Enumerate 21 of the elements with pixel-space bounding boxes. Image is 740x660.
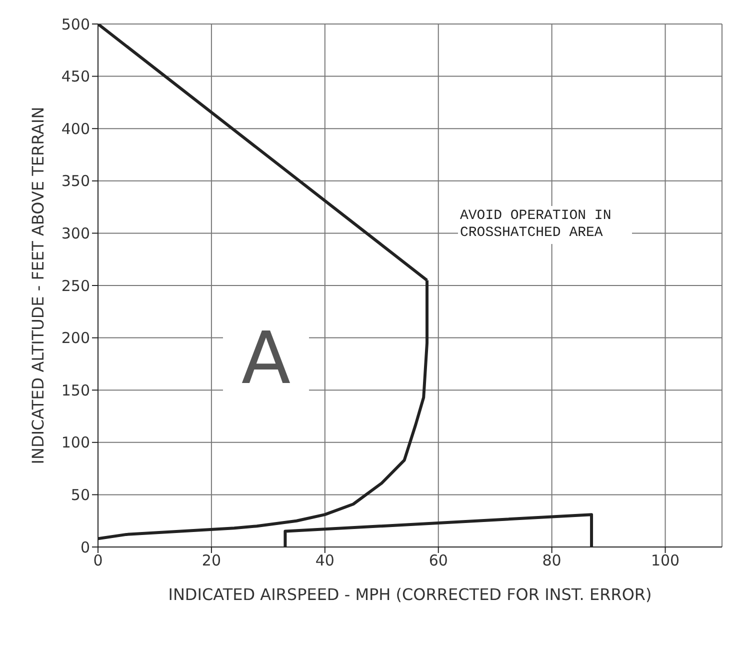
x-axis-title: INDICATED AIRSPEED - MPH (CORRECTED FOR INST. ERROR) <box>168 585 652 604</box>
x-tick-label: 100 <box>650 552 680 570</box>
annotation: AVOID OPERATION IN CROSSHATCHED AREA <box>458 206 632 244</box>
annotation: A <box>223 313 309 400</box>
y-tick-label: 300 <box>61 224 90 243</box>
x-tick-label: 40 <box>315 552 334 570</box>
y-tick-label: 400 <box>61 120 90 138</box>
x-tick-label: 20 <box>202 552 221 570</box>
x-tick-label: 80 <box>542 552 562 570</box>
y-tick-label: 100 <box>61 434 90 452</box>
y-tick-label: 500 <box>61 15 90 34</box>
y-tick-label: 0 <box>80 538 90 556</box>
x-tick-label: 60 <box>428 552 448 570</box>
y-tick-label: 50 <box>70 486 90 504</box>
x-tick-label: 0 <box>93 552 103 570</box>
y-tick-label: 150 <box>61 381 90 400</box>
y-tick-label: 250 <box>61 276 90 295</box>
y-tick-label: 450 <box>61 68 90 86</box>
y-tick-label: 200 <box>61 329 90 348</box>
y-axis-title: INDICATED ALTITUDE - FEET ABOVE TERRAIN <box>28 106 48 464</box>
y-tick-label: 350 <box>61 172 90 190</box>
